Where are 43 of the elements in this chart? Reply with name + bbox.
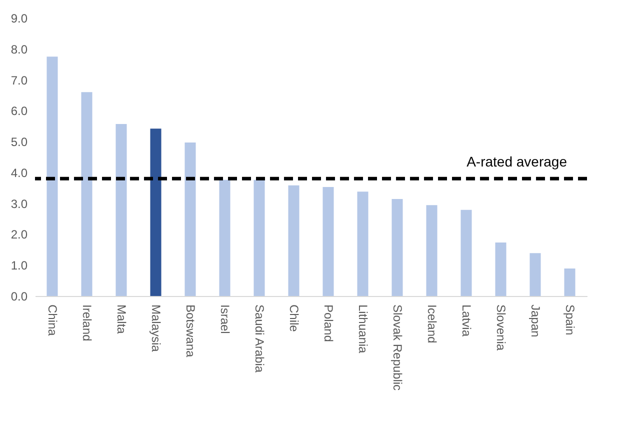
bar [392, 199, 403, 296]
y-tick-label: 5.0 [10, 135, 28, 150]
y-tick-label: 3.0 [10, 196, 28, 211]
bar [530, 253, 541, 296]
bar [357, 192, 368, 296]
y-tick-label: 7.0 [10, 73, 28, 88]
y-tick-label: 2.0 [10, 228, 28, 242]
ref-line-label: A-rated average [466, 154, 568, 170]
bar [46, 56, 58, 296]
x-tick-label: Latvia [459, 304, 474, 337]
x-tick-label: Slovak Republic [390, 304, 404, 391]
y-tick-label: 1.0 [10, 258, 28, 273]
y-tick-label: 9.0 [10, 12, 28, 26]
bar [219, 180, 230, 296]
bar [322, 186, 334, 296]
x-tick-label: Malaysia [148, 304, 163, 352]
x-tick-label: Saudi Arabia [252, 304, 266, 373]
bar [288, 185, 300, 296]
x-tick-label: Chile [286, 304, 301, 332]
bar [426, 205, 438, 296]
y-tick-label: 6.0 [10, 104, 28, 118]
x-tick-label: Malta [114, 304, 128, 334]
bar [564, 268, 576, 296]
x-tick-label: Iceland [424, 304, 439, 344]
bar [81, 92, 92, 296]
x-tick-label: Slovenia [494, 304, 508, 351]
bar [150, 128, 162, 296]
bar [116, 124, 127, 296]
x-tick-label: Japan [528, 304, 542, 338]
x-tick-label: Spain [562, 304, 577, 336]
bar [254, 180, 265, 296]
x-tick-label: Ireland [80, 304, 94, 342]
y-tick-label: 4.0 [10, 166, 28, 180]
x-tick-label: Israel [218, 304, 232, 334]
bar [495, 242, 506, 296]
y-tick-label: 0.0 [10, 290, 28, 304]
bar [184, 142, 196, 296]
x-tick-label: Lithuania [356, 304, 370, 354]
x-tick-label: Botswana [183, 304, 198, 358]
x-tick-label: China [45, 304, 60, 336]
bar [460, 210, 472, 296]
x-tick-label: Poland [321, 304, 336, 342]
y-tick-label: 8.0 [10, 42, 28, 56]
